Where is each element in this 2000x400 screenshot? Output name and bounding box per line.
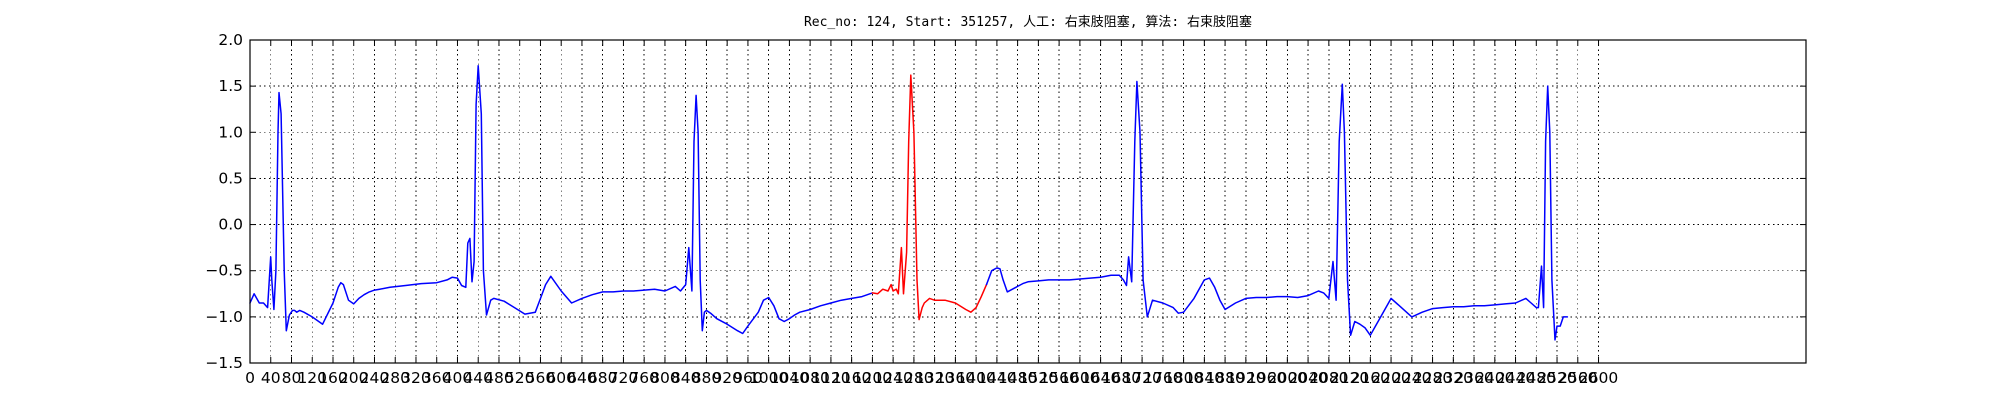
x-tick-label: 2080 [1309, 369, 1348, 387]
x-tick-label: 1080 [790, 369, 829, 387]
x-tick-label: 760 [629, 369, 659, 387]
x-tick-label: 1520 [1019, 369, 1058, 387]
y-tick-label: −1.0 [205, 308, 243, 326]
x-tick-label: 1160 [832, 369, 871, 387]
y-tick-label: 1.5 [218, 77, 243, 95]
x-tick-label: 1800 [1164, 369, 1203, 387]
chart-title: Rec_no: 124, Start: 351257, 人工: 右束肢阻塞, 算… [804, 14, 1252, 30]
x-tick-label: 920 [712, 369, 742, 387]
x-tick-label: 1120 [811, 369, 850, 387]
x-tick-label: 160 [318, 369, 348, 387]
x-tick-label: 1480 [998, 369, 1037, 387]
x-tick-label: 200 [339, 369, 369, 387]
x-tick-label: 1560 [1039, 369, 1078, 387]
x-tick-label: 1360 [936, 369, 975, 387]
x-tick-label: 2320 [1434, 369, 1473, 387]
x-tick-label: 40 [261, 369, 281, 387]
x-tick-label: 2560 [1558, 369, 1597, 387]
x-tick-label: 1000 [749, 369, 788, 387]
x-tick-label: 560 [526, 369, 556, 387]
x-tick-label: 2480 [1517, 369, 1556, 387]
x-tick-label: 1720 [1122, 369, 1161, 387]
x-tick-label: 1200 [853, 369, 892, 387]
x-tick-label: 120 [297, 369, 327, 387]
x-tick-label: 2120 [1330, 369, 1369, 387]
x-tick-label: 1600 [1060, 369, 1099, 387]
ecg-series [249, 65, 1569, 341]
x-axis-ticks: 0 40 8012016020024028032036040044048052056… [245, 40, 1618, 387]
x-tick-label: 1840 [1185, 369, 1224, 387]
x-tick-label: 1960 [1247, 369, 1286, 387]
x-tick-label: 2200 [1371, 369, 1410, 387]
y-tick-label: −0.5 [205, 262, 243, 280]
x-tick-label: 1640 [1081, 369, 1120, 387]
x-tick-label: 520 [505, 369, 535, 387]
x-tick-label: 2040 [1288, 369, 1327, 387]
x-tick-label: 640 [567, 369, 597, 387]
x-tick-label: 360 [422, 369, 452, 387]
x-tick-label: 400 [443, 369, 473, 387]
x-tick-label: 480 [484, 369, 514, 387]
x-tick-label: 0 [245, 369, 255, 387]
series-line-ecg-after [985, 80, 1569, 341]
x-tick-label: 600 [546, 369, 576, 387]
x-tick-label: 1880 [1205, 369, 1244, 387]
x-tick-label: 280 [380, 369, 410, 387]
x-tick-label: 2240 [1392, 369, 1431, 387]
x-tick-label: 1320 [915, 369, 954, 387]
x-tick-label: 80 [282, 369, 302, 387]
x-tick-label: 1280 [894, 369, 933, 387]
x-tick-label: 680 [588, 369, 618, 387]
series-line-ecg-before [249, 65, 874, 335]
x-tick-label: 720 [609, 369, 639, 387]
series-line-ecg-highlighted [871, 74, 988, 321]
x-tick-label: 2440 [1496, 369, 1535, 387]
x-tick-label: 1920 [1226, 369, 1265, 387]
x-tick-label: 240 [360, 369, 390, 387]
x-tick-label: 2280 [1413, 369, 1452, 387]
y-tick-label: 1.0 [218, 123, 243, 141]
x-tick-label: 320 [401, 369, 431, 387]
x-tick-label: 2160 [1351, 369, 1390, 387]
x-tick-label: 2360 [1454, 369, 1493, 387]
x-tick-label: 440 [463, 369, 493, 387]
x-tick-label: 2400 [1475, 369, 1514, 387]
x-tick-label: 1400 [956, 369, 995, 387]
y-tick-label: 0.0 [218, 216, 243, 234]
y-tick-label: −1.5 [205, 354, 243, 372]
x-tick-label: 1760 [1143, 369, 1182, 387]
x-tick-label: 2600 [1579, 369, 1618, 387]
y-tick-label: 2.0 [218, 31, 243, 49]
x-tick-label: 1680 [1102, 369, 1141, 387]
x-tick-label: 960 [733, 369, 763, 387]
x-tick-label: 1440 [977, 369, 1016, 387]
plot-frame [249, 39, 1807, 364]
x-tick-label: 2000 [1268, 369, 1307, 387]
x-tick-label: 880 [692, 369, 722, 387]
x-tick-label: 1040 [770, 369, 809, 387]
x-tick-label: 800 [650, 369, 680, 387]
y-axis-ticks: −1.5 −1.0 −0.5 0.0 0.5 1.0 1.5 2.0 [205, 31, 1806, 372]
x-tick-label: 840 [671, 369, 701, 387]
x-tick-label: 1240 [873, 369, 912, 387]
y-tick-label: 0.5 [218, 169, 243, 187]
x-tick-label: 2520 [1537, 369, 1576, 387]
